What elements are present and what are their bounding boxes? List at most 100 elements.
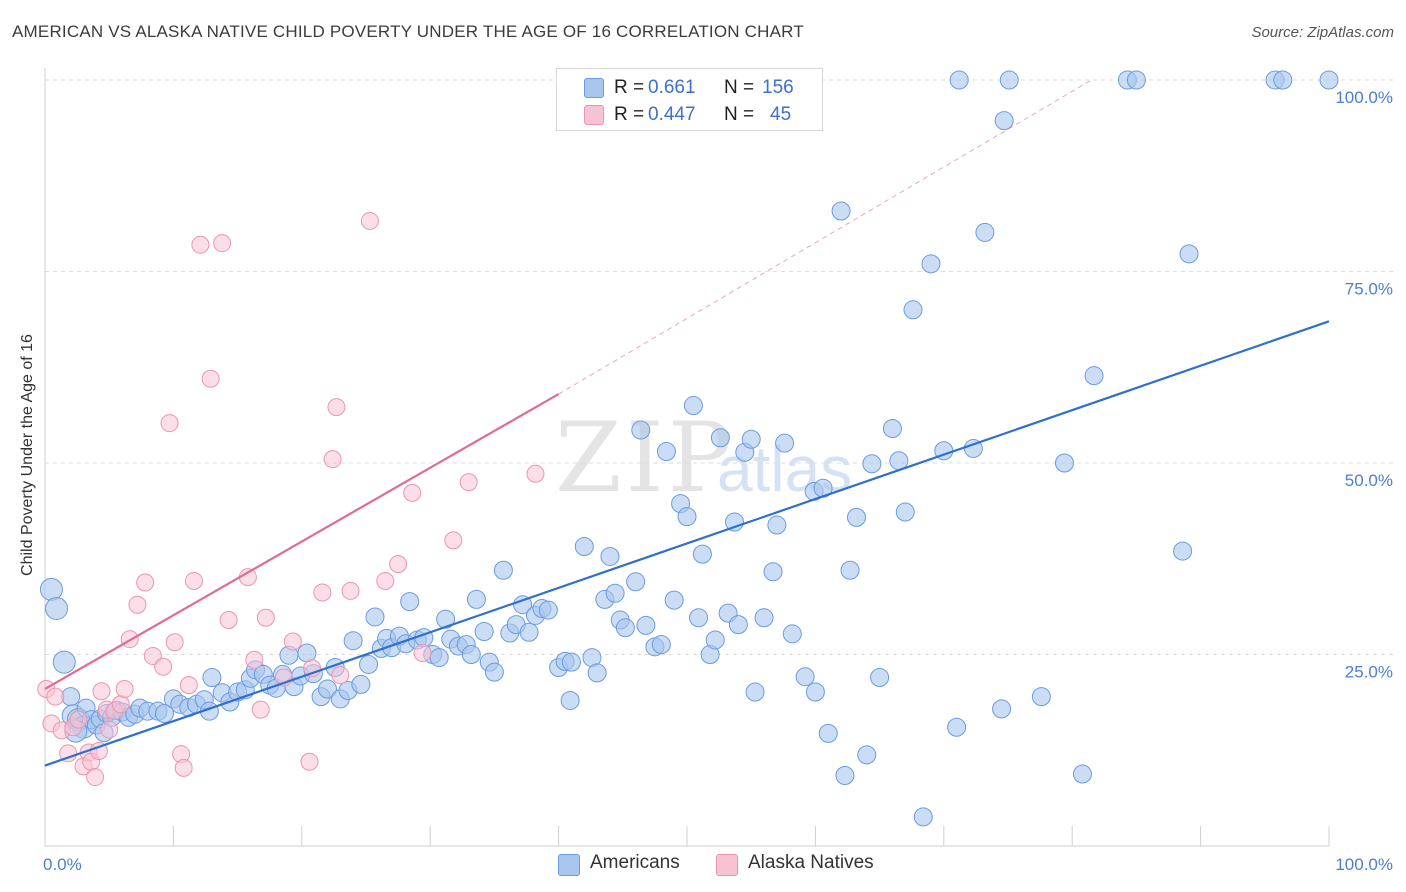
americans-trend-line <box>44 320 1330 767</box>
americans-point <box>692 544 712 564</box>
alaska-point <box>111 695 130 714</box>
americans-point <box>921 254 941 274</box>
americans-point <box>775 433 795 453</box>
alaska-point <box>341 581 360 600</box>
americans-point <box>975 222 995 242</box>
americans-swatch-icon <box>584 78 604 98</box>
americans-point <box>710 428 730 448</box>
americans-point <box>857 745 877 765</box>
y-tick-label: 75.0% <box>1345 280 1393 299</box>
source-label: Source: ZipAtlas.com <box>1251 24 1394 41</box>
americans-point <box>795 667 815 687</box>
americans-point <box>1072 764 1092 784</box>
americans-point <box>513 595 533 615</box>
alaska-point <box>160 414 179 433</box>
americans-point <box>493 560 513 580</box>
americans-point <box>538 600 558 620</box>
alaska-point <box>313 583 332 602</box>
alaska-point <box>403 483 422 502</box>
americans-point <box>359 654 379 674</box>
alaska-point <box>327 398 346 417</box>
americans-point <box>615 618 635 638</box>
americans-point <box>1031 687 1051 707</box>
americans-point <box>631 420 651 440</box>
alaska-point <box>165 633 184 652</box>
americans-point <box>626 572 646 592</box>
americans-point <box>519 622 539 642</box>
correlation-legend: R = 0.661 N = 156 R = 0.447 N = 45 <box>556 68 823 131</box>
americans-point <box>895 502 915 522</box>
americans-point <box>343 631 363 651</box>
americans-point <box>664 590 684 610</box>
americans-point <box>561 652 581 672</box>
americans-points <box>39 70 1339 827</box>
americans-point <box>651 635 671 655</box>
americans-point <box>1319 70 1339 90</box>
americans-point <box>782 624 802 644</box>
alaska-point <box>179 676 198 695</box>
americans-point <box>574 536 594 556</box>
americans-point <box>202 667 222 687</box>
americans-point <box>763 562 783 582</box>
alaska-point <box>360 211 379 230</box>
legend-row-americans: R = 0.661 N = 156 <box>557 74 822 102</box>
alaska-point <box>245 650 264 669</box>
alaska-point <box>459 473 478 492</box>
alaska-point <box>283 632 302 651</box>
americans-point <box>351 674 371 694</box>
y-tick-label: 50.0% <box>1345 471 1393 490</box>
americans-point <box>400 592 420 612</box>
alaska-point <box>100 720 119 739</box>
americans-n-label: N = <box>724 77 755 98</box>
americans-point <box>1173 541 1193 561</box>
americans-point <box>947 717 967 737</box>
alaska-trend-line <box>44 393 560 690</box>
alaska-r-value: 0.447 <box>648 104 696 125</box>
alaska-point <box>46 687 65 706</box>
alaska-n-label: N = <box>724 104 755 125</box>
alaska-r-label: R = <box>614 104 645 125</box>
americans-n-value: 156 <box>762 77 794 98</box>
americans-point <box>484 662 504 682</box>
americans-point <box>677 507 697 527</box>
tick-labels: 25.0% 50.0% 75.0% 100.0% 0.0% 100.0% <box>43 88 1393 874</box>
alaska-point <box>444 531 463 550</box>
americans-point <box>728 615 748 635</box>
alaska-point <box>184 571 203 590</box>
americans-point <box>365 607 385 627</box>
alaska-point <box>128 595 147 614</box>
americans-point <box>705 630 725 650</box>
americans-point <box>61 687 81 707</box>
alaska-point <box>89 742 108 761</box>
alaska-point <box>256 608 275 627</box>
axes <box>44 68 1330 847</box>
americans-point <box>992 699 1012 719</box>
alaska-point <box>389 555 408 574</box>
americans-point <box>835 766 855 786</box>
alaska-points <box>37 211 545 787</box>
americans-point <box>1126 70 1146 90</box>
americans-legend-icon <box>558 854 580 876</box>
americans-point <box>754 608 774 628</box>
alaska-point <box>251 700 270 719</box>
americans-point <box>45 597 69 621</box>
americans-point <box>689 608 709 628</box>
americans-point <box>882 419 902 439</box>
americans-point <box>840 560 860 580</box>
americans-point <box>741 429 761 449</box>
americans-point <box>600 546 620 566</box>
y-tick-label: 25.0% <box>1345 663 1393 682</box>
americans-point <box>39 577 63 601</box>
americans-point <box>297 643 317 663</box>
alaska-point <box>201 369 220 388</box>
americans-point <box>52 650 76 674</box>
alaska-point <box>154 657 173 676</box>
alaska-point <box>213 234 232 253</box>
americans-point <box>903 300 923 320</box>
alaska-point <box>92 682 111 701</box>
americans-point <box>913 807 933 827</box>
alaska-point <box>323 450 342 469</box>
americans-point <box>1179 244 1199 264</box>
x-tick-label: 0.0% <box>43 855 82 874</box>
americans-point <box>466 589 486 609</box>
